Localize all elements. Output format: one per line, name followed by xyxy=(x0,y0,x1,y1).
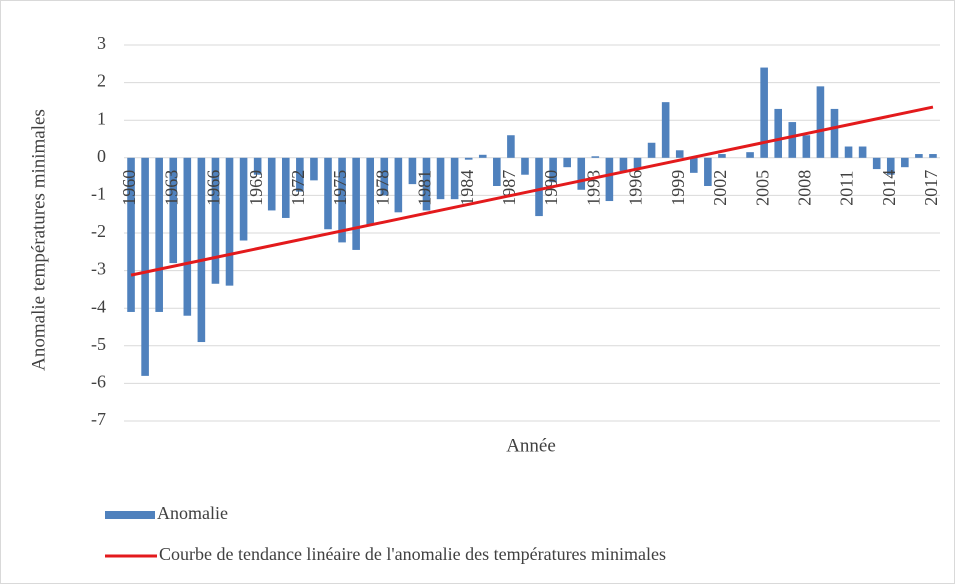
bar xyxy=(127,157,135,312)
y-axis-label: Anomalie températures minimales xyxy=(28,109,49,371)
bar xyxy=(324,157,332,230)
bar xyxy=(141,157,149,376)
x-axis-label: Année xyxy=(506,435,556,456)
bar xyxy=(436,157,445,200)
bar xyxy=(760,67,768,158)
legend-label: Anomalie xyxy=(157,503,228,523)
y-tick-label: 0 xyxy=(97,146,106,166)
bar xyxy=(591,156,600,158)
bar xyxy=(408,157,417,185)
bar xyxy=(802,135,811,158)
x-tick-label: 1972 xyxy=(288,170,308,206)
y-tick-label: 2 xyxy=(97,71,106,91)
x-tick-label: 1963 xyxy=(161,170,181,206)
x-tick-label: 1996 xyxy=(626,170,646,206)
bar xyxy=(661,102,670,158)
x-tick-label: 1975 xyxy=(330,170,350,206)
bar xyxy=(338,157,346,243)
bar xyxy=(929,154,937,158)
bar xyxy=(493,157,501,186)
y-tick-label: -7 xyxy=(91,409,106,429)
bar xyxy=(310,157,318,181)
legend-swatch xyxy=(105,511,155,519)
x-tick-label: 1999 xyxy=(668,170,688,206)
bar xyxy=(549,157,557,183)
bar xyxy=(507,135,515,158)
bar xyxy=(478,154,487,158)
bar xyxy=(183,157,192,316)
bar xyxy=(281,157,290,218)
bar xyxy=(689,157,698,173)
bar xyxy=(422,157,431,211)
x-tick-label: 1993 xyxy=(583,170,603,206)
bar xyxy=(718,154,726,158)
x-tick-label: 2005 xyxy=(752,170,772,206)
x-tick-label: 1984 xyxy=(457,170,477,206)
bar xyxy=(267,157,276,211)
bar xyxy=(830,108,839,158)
bar xyxy=(816,86,825,158)
y-tick-label: 3 xyxy=(97,33,106,53)
x-tick-label: 2017 xyxy=(921,170,941,206)
bar xyxy=(450,157,459,200)
x-tick-label: 1966 xyxy=(204,170,224,206)
bar xyxy=(901,157,909,168)
bar xyxy=(169,157,178,264)
bar xyxy=(675,150,684,158)
x-tick-label: 2014 xyxy=(879,170,899,206)
bar xyxy=(225,157,234,286)
bar xyxy=(197,157,206,343)
bar xyxy=(394,157,403,213)
bar xyxy=(352,157,360,250)
bar xyxy=(886,157,895,175)
bar xyxy=(296,157,304,192)
bar xyxy=(704,157,712,186)
bar xyxy=(872,157,881,170)
bar xyxy=(633,157,642,170)
y-tick-label: -6 xyxy=(91,372,106,392)
x-tick-label: 1969 xyxy=(246,170,266,206)
bar xyxy=(380,157,389,196)
bar xyxy=(464,157,473,160)
y-tick-label: 1 xyxy=(97,108,106,128)
trend-line xyxy=(130,105,934,277)
x-tick-label: 2008 xyxy=(794,170,814,206)
legend-label: Courbe de tendance linéaire de l'anomali… xyxy=(159,544,666,564)
bar xyxy=(915,154,923,158)
bar xyxy=(577,157,586,190)
bar xyxy=(563,157,571,168)
bar xyxy=(366,157,375,226)
x-tick-label: 2002 xyxy=(710,170,730,206)
bar xyxy=(619,157,628,171)
bar xyxy=(774,108,783,158)
bar xyxy=(535,157,543,217)
bar xyxy=(844,146,853,158)
y-tick-label: -5 xyxy=(91,334,106,354)
bar xyxy=(211,157,220,284)
x-tick-label: 1981 xyxy=(415,170,435,206)
bar xyxy=(858,146,867,158)
bar xyxy=(605,157,614,202)
bar xyxy=(647,142,656,158)
bar xyxy=(521,157,529,175)
bar xyxy=(239,157,248,241)
y-tick-label: -1 xyxy=(91,184,106,204)
y-tick-label: -2 xyxy=(91,221,106,241)
x-tick-label: 1987 xyxy=(499,170,519,206)
bar xyxy=(788,122,797,158)
x-tick-label: 2011 xyxy=(837,170,857,205)
bar xyxy=(155,157,163,312)
x-tick-label: 1978 xyxy=(372,170,392,206)
y-tick-label: -3 xyxy=(91,259,106,279)
bar xyxy=(253,157,262,175)
bar xyxy=(746,152,754,158)
y-tick-label: -4 xyxy=(91,296,106,316)
x-tick-label: 1960 xyxy=(119,170,139,206)
